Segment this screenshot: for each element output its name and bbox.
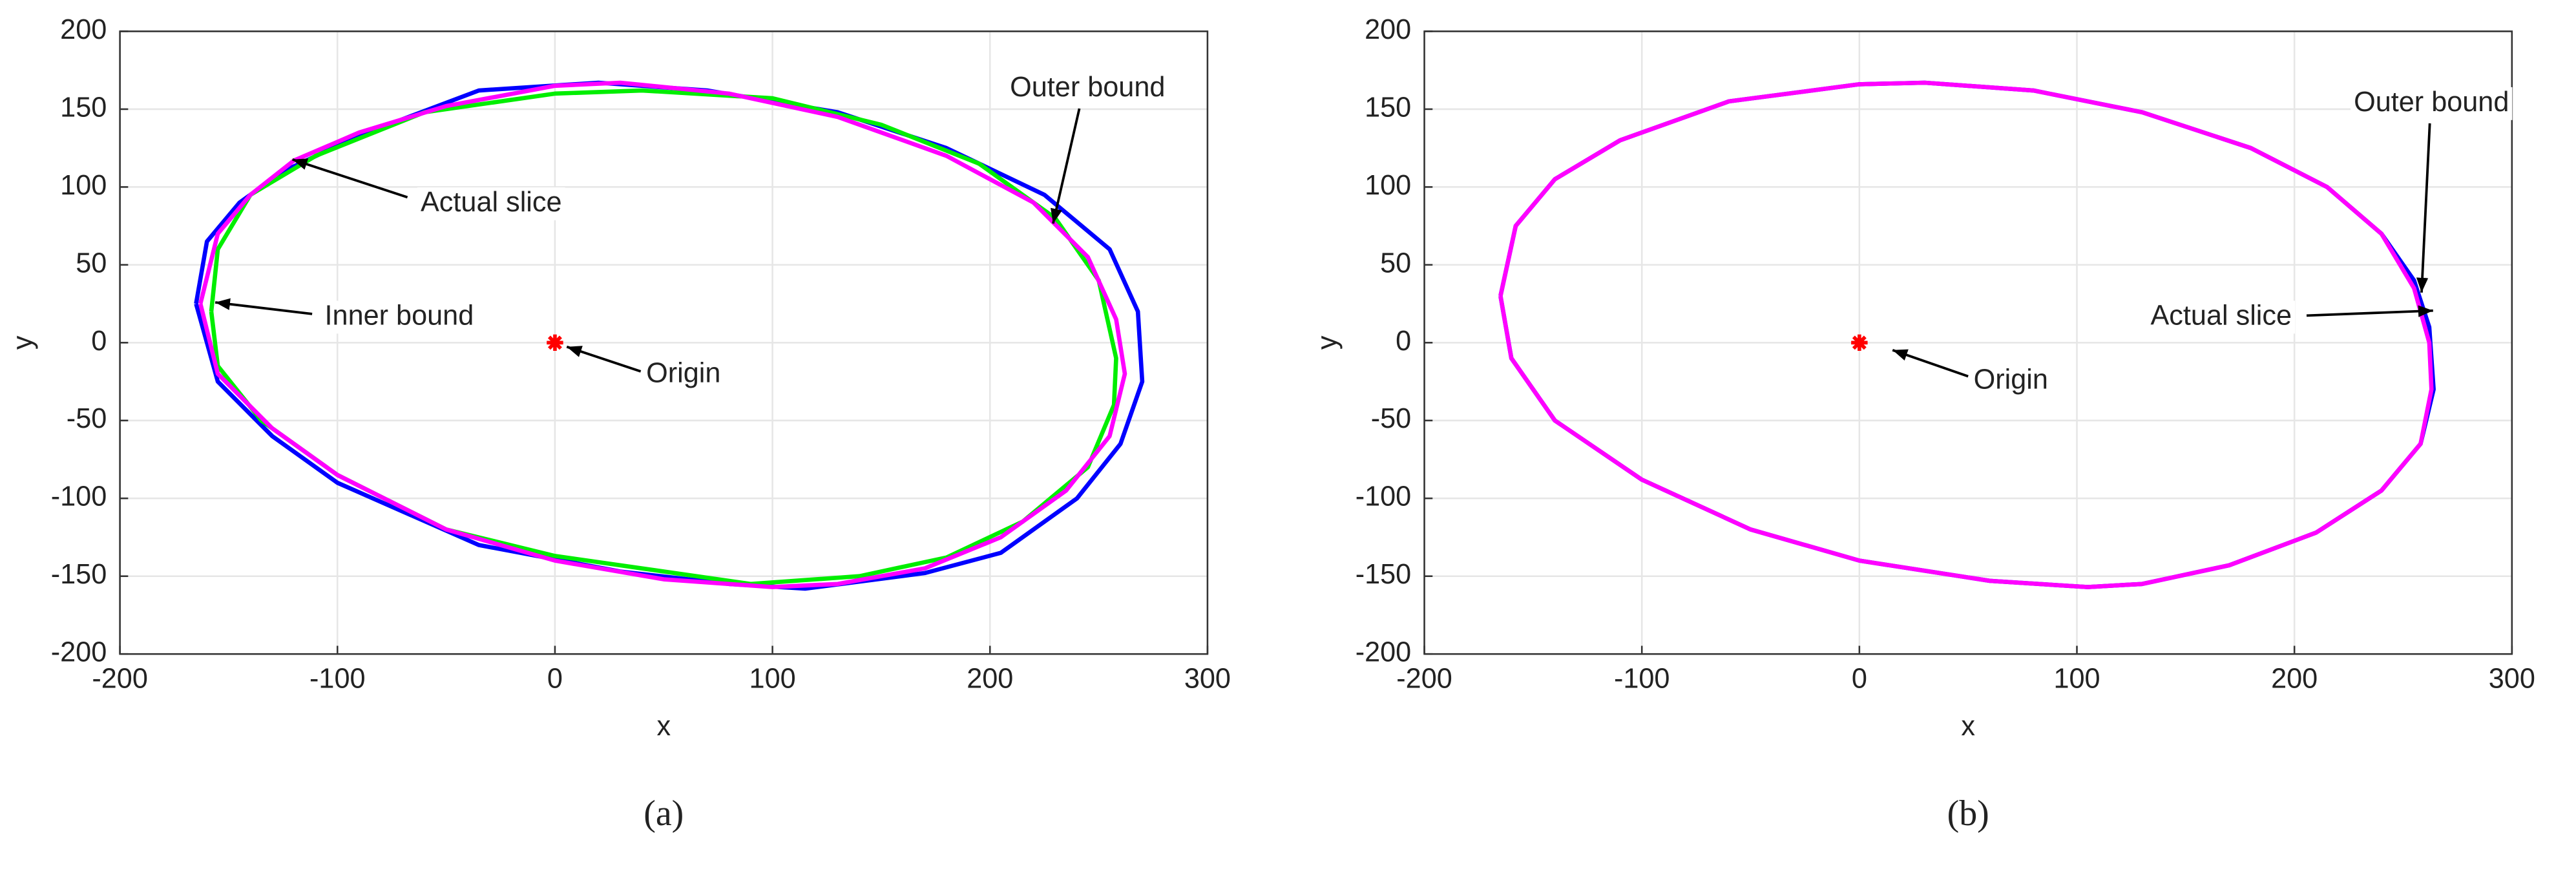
origin-marker [1851, 334, 1868, 352]
x-tick-label: -200 [92, 663, 148, 694]
annotation-bg [1970, 364, 2052, 398]
curve [209, 88, 1118, 587]
x-tick-label: 0 [1852, 663, 1867, 694]
annotation-bg [2147, 300, 2296, 334]
x-tick-label: -200 [1396, 663, 1452, 694]
y-axis-label: y [1312, 335, 1343, 350]
annotation: Actual slice [421, 187, 562, 218]
y-tick-label: -50 [67, 403, 107, 434]
curve [198, 80, 1127, 589]
annotation-arrow [1892, 348, 1969, 378]
x-axis-label: x [656, 711, 671, 742]
y-axis-label: y [8, 335, 39, 350]
annotation-bg [321, 300, 477, 334]
y-tick-label: 50 [76, 247, 107, 278]
annotation-arrow [2306, 305, 2433, 317]
annotation-arrow [215, 298, 313, 315]
y-tick-label: -200 [1356, 637, 1412, 668]
y-tick-label: -100 [51, 481, 107, 512]
plot-frame [1423, 30, 2513, 655]
annotation-arrow [1051, 108, 1081, 224]
x-tick-label: 100 [749, 663, 796, 694]
chart: -200 -100 0 100 200 300 -200 -150 -100 -50 0 50 100 1… [8, 14, 1231, 834]
chart: -200 -100 0 100 200 300 -200 -150 -100 -50 0 50 100 1… [1312, 14, 2535, 834]
y-tick-label: -50 [1371, 403, 1411, 434]
x-tick-label: 200 [2271, 663, 2318, 694]
annotation-arrow [2416, 123, 2431, 293]
x-tick-label: 200 [967, 663, 1013, 694]
panel-label: (a) [644, 793, 684, 834]
annotation-bg [643, 358, 724, 392]
x-tick-label: 300 [1184, 663, 1231, 694]
annotation-bg [2351, 87, 2513, 120]
annotation: Origin [646, 357, 720, 388]
annotation: Outer bound [1010, 72, 1165, 103]
x-tick-label: 0 [547, 663, 563, 694]
annotation: Outer bound [2354, 87, 2509, 118]
y-tick-label: 100 [1365, 170, 1411, 201]
annotation-arrow [292, 158, 408, 199]
x-tick-label: -100 [309, 663, 366, 694]
y-tick-label: 0 [1396, 326, 1411, 357]
x-axis-label: x [1961, 711, 1975, 742]
plot-frame [119, 30, 1209, 655]
annotation: Origin [1974, 364, 2048, 395]
y-tick-label: 50 [1380, 247, 1411, 278]
y-tick-label: -150 [51, 559, 107, 590]
annotation-bg [1007, 72, 1169, 105]
y-tick-label: 100 [60, 170, 107, 201]
origin-marker [547, 334, 563, 352]
y-tick-label: 150 [1365, 92, 1411, 123]
annotation-bg [417, 187, 565, 220]
y-tick-label: 200 [60, 14, 107, 45]
y-tick-label: 0 [91, 326, 107, 357]
panel-label: (b) [1947, 793, 1989, 834]
annotation-arrow [566, 345, 642, 373]
y-tick-label: -100 [1356, 481, 1412, 512]
annotation: Inner bound [325, 300, 474, 331]
y-tick-label: -200 [51, 637, 107, 668]
x-tick-label: -100 [1614, 663, 1670, 694]
y-tick-label: 200 [1365, 14, 1411, 45]
x-tick-label: 300 [2489, 663, 2535, 694]
annotation: Actual slice [2150, 300, 2292, 331]
curve [1498, 80, 2434, 589]
x-tick-label: 100 [2053, 663, 2100, 694]
y-tick-label: -150 [1356, 559, 1412, 590]
y-tick-label: 150 [60, 92, 107, 123]
